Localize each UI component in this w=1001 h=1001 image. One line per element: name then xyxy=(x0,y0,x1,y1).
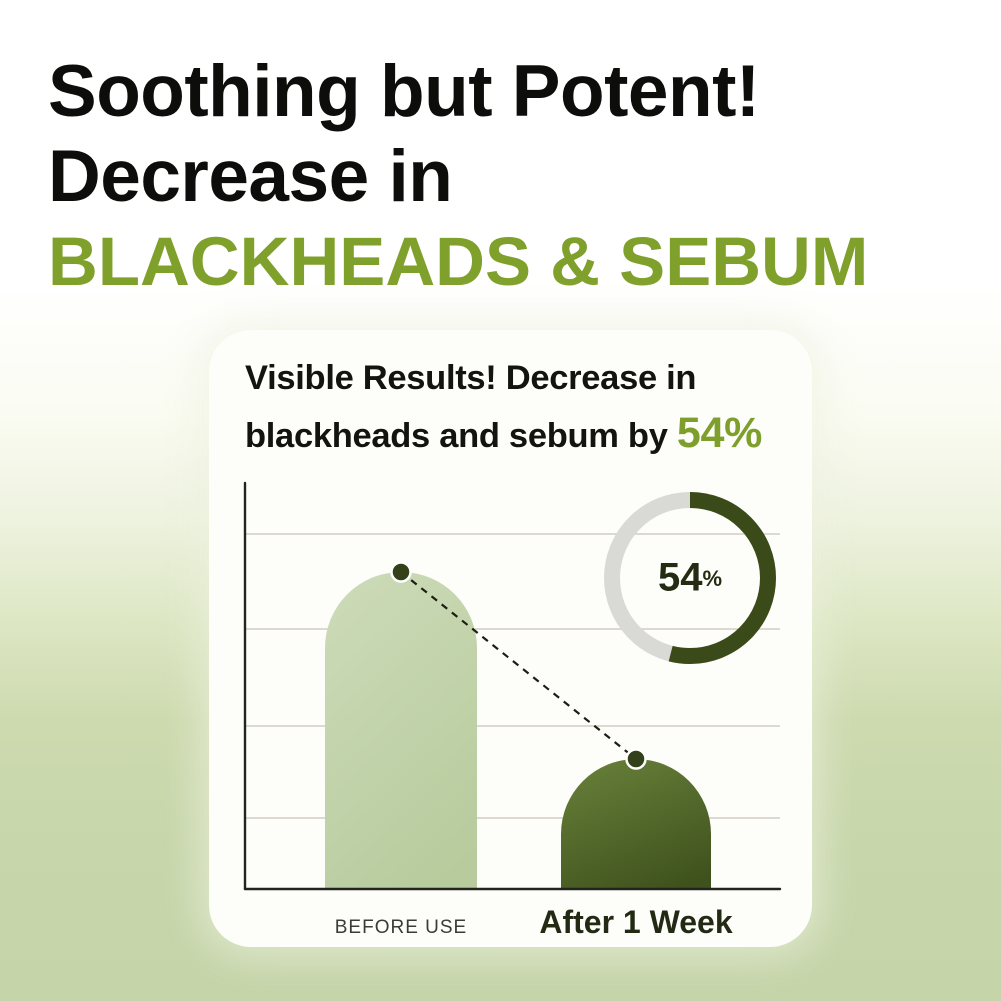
svg-text:After 1 Week: After 1 Week xyxy=(539,904,732,940)
svg-text:BEFORE USE: BEFORE USE xyxy=(335,917,467,938)
svg-text:54%: 54% xyxy=(658,556,722,600)
